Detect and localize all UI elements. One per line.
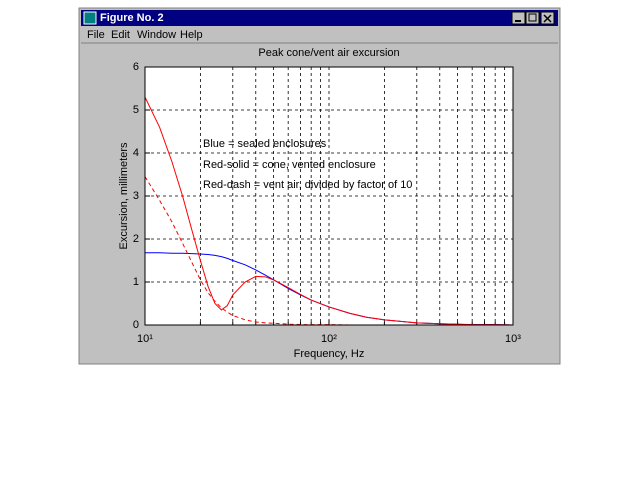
close-glyph [543, 14, 552, 23]
menu-item[interactable]: File [87, 29, 105, 41]
y-tick-label: 2 [133, 233, 139, 245]
window-title: Figure No. 2 [100, 12, 164, 24]
annotation: Red-solid = cone, vented enclosure [203, 159, 376, 171]
axes-frame [144, 66, 514, 326]
y-tick-label: 4 [133, 147, 139, 159]
window-icon [83, 11, 97, 25]
y-axis-label: Excursion, millimeters [118, 142, 130, 249]
series-line [144, 176, 513, 326]
y-tick-label: 5 [133, 104, 139, 116]
title-bar [81, 10, 558, 26]
annotation: Red-dash = vent air, divided by factor o… [203, 179, 412, 191]
menu-item[interactable]: Edit [111, 29, 130, 41]
minimize-button[interactable] [511, 11, 526, 25]
window-buttons[interactable] [511, 11, 555, 25]
x-tick-label: 10³ [505, 333, 521, 345]
chart-title: Peak cone/vent air excursion [258, 47, 399, 59]
y-tick-label: 0 [133, 319, 139, 331]
series-line [144, 96, 514, 326]
x-tick-label: 10¹ [137, 333, 153, 345]
maximize-glyph [528, 13, 537, 22]
menu-item[interactable]: Window [137, 29, 176, 41]
annotation: Blue = sealed enclosures [203, 138, 327, 150]
y-tick-label: 3 [133, 190, 139, 202]
y-tick-label: 1 [133, 276, 139, 288]
x-axis-label: Frequency, Hz [294, 348, 365, 360]
y-tick-label: 6 [133, 61, 139, 73]
menu-item[interactable]: Help [180, 29, 203, 41]
x-tick-label: 10² [321, 333, 337, 345]
